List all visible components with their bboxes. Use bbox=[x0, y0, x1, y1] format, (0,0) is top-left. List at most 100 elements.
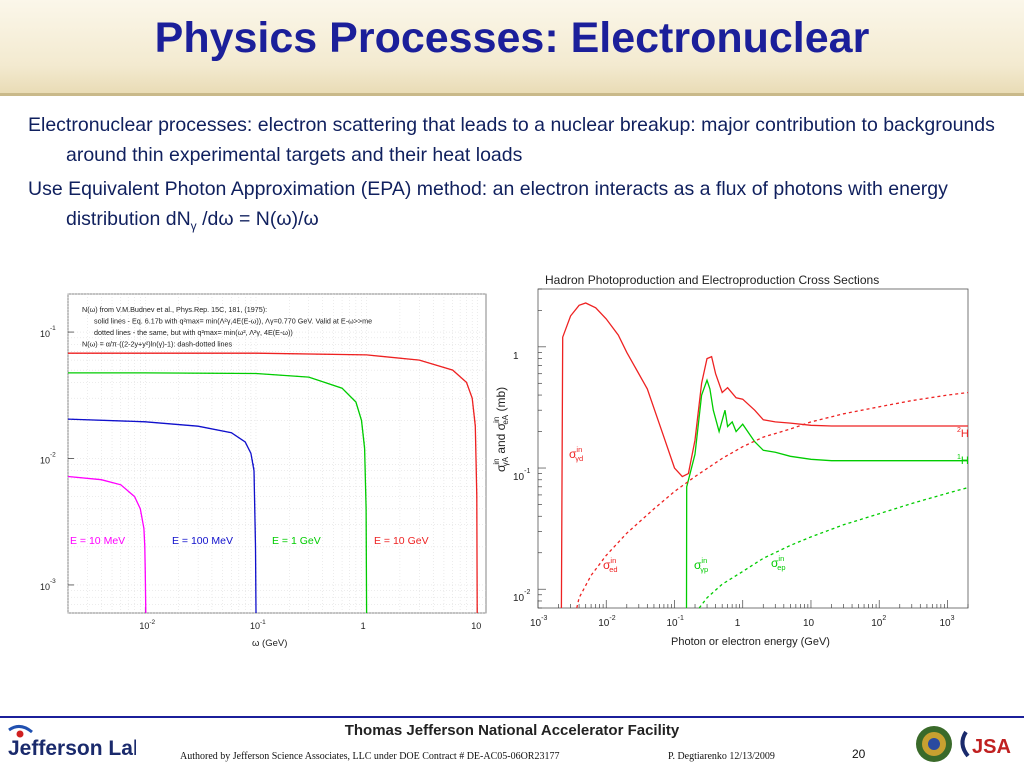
footer-title: Thomas Jefferson National Accelerator Fa… bbox=[344, 722, 680, 739]
y-tick-exp: -2 bbox=[50, 452, 56, 459]
y-tick-exp: -1 bbox=[524, 468, 530, 475]
series-label: E = 10 MeV bbox=[70, 535, 125, 547]
x-tick-base: 10 bbox=[139, 621, 149, 631]
sigma-symbol: σ bbox=[694, 558, 702, 572]
x-tick-label: 10-1 bbox=[666, 615, 683, 629]
footer-divider bbox=[0, 716, 1024, 718]
sigma-sub: γp bbox=[700, 565, 708, 574]
plot-area bbox=[537, 288, 969, 609]
page-number: 20 bbox=[852, 747, 866, 761]
sigma-sub: ed bbox=[609, 565, 617, 574]
annotation-line: N(ω) = α/π·((2-2y+y²)ln(γ)-1): dash-dott… bbox=[82, 340, 233, 349]
series-line bbox=[698, 486, 969, 609]
x-tick-base: 10 bbox=[666, 618, 678, 629]
x-tick-label: 1 bbox=[735, 618, 741, 629]
sigma-sup: in bbox=[701, 556, 707, 565]
annotation-line: solid lines - Eq. 6.17b with q²max= min(… bbox=[94, 317, 372, 326]
logo-dot bbox=[16, 730, 24, 738]
y-tick-exp: -3 bbox=[50, 578, 56, 585]
isotope-symbol: H bbox=[961, 428, 969, 440]
x-tick-base: 1 bbox=[735, 618, 741, 629]
y-axis-label: σinγA and σineA (mb) bbox=[492, 387, 510, 472]
y-tick-label: 1 bbox=[513, 351, 519, 362]
y-tick-label: 10-2 bbox=[513, 589, 530, 604]
x-tick-label: 10-2 bbox=[139, 619, 155, 631]
x-tick-label: 10-1 bbox=[250, 619, 266, 631]
x-axis-label: ω (GeV) bbox=[252, 638, 287, 649]
isotope-symbol: H bbox=[961, 455, 969, 467]
bullet-2: Use Equivalent Photon Approximation (EPA… bbox=[28, 174, 1013, 241]
logo-swoosh bbox=[8, 725, 33, 734]
cross-section-chart: Hadron Photoproduction and Electroproduc… bbox=[492, 273, 969, 648]
y-tick-base: 1 bbox=[513, 351, 519, 362]
logo-text: Jefferson Lab bbox=[8, 737, 136, 760]
y-tick-base: 10 bbox=[513, 472, 525, 483]
y-label-unit: (mb) bbox=[494, 387, 508, 415]
y-tick-label: 10-1 bbox=[40, 325, 56, 339]
x-tick-label: 10-3 bbox=[530, 615, 547, 629]
x-tick-base: 10 bbox=[530, 618, 542, 629]
series-dotted-line bbox=[68, 352, 478, 610]
slide-title: Physics Processes: Electronuclear bbox=[154, 14, 870, 62]
y-tick-exp: -2 bbox=[524, 589, 530, 596]
y-tick-label: 10-1 bbox=[513, 468, 530, 483]
title-bar: Physics Processes: Electronuclear bbox=[0, 0, 1024, 96]
y-label-sub: eA bbox=[501, 414, 510, 424]
sigma-label: σin γd bbox=[569, 445, 583, 463]
x-tick-label: 10 bbox=[803, 618, 815, 629]
bullet-1: Electronuclear processes: electron scatt… bbox=[28, 114, 995, 166]
series-label: E = 100 MeV bbox=[172, 535, 233, 547]
series-dotted-line bbox=[68, 372, 368, 610]
bullet-2-prefix: Use Equivalent Photon Approximation (EPA… bbox=[28, 178, 948, 230]
y-tick-base: 10 bbox=[40, 329, 50, 339]
isotope-label: 2H bbox=[957, 427, 969, 440]
x-tick-exp: -1 bbox=[260, 619, 266, 626]
sigma-sup: in bbox=[778, 554, 784, 563]
x-tick-exp: 3 bbox=[951, 615, 955, 622]
sigma-label: σin ed bbox=[603, 556, 618, 574]
footer-credit: Authored by Jefferson Science Associates… bbox=[180, 751, 560, 762]
sigma-symbol: σ bbox=[569, 447, 577, 461]
series-line bbox=[685, 378, 968, 609]
bullet-2-sub: γ bbox=[190, 218, 197, 233]
chart-title: Hadron Photoproduction and Electroproduc… bbox=[545, 273, 879, 287]
x-tick-exp: 2 bbox=[882, 615, 886, 622]
bullet-list: Electronuclear processes: electron scatt… bbox=[28, 110, 1013, 245]
y-tick-base: 10 bbox=[513, 593, 525, 604]
isotope-label: 1H bbox=[957, 454, 969, 467]
sigma-symbol: σ bbox=[603, 558, 611, 572]
y-tick-base: 10 bbox=[40, 582, 50, 592]
x-tick-label: 103 bbox=[939, 615, 954, 629]
x-tick-base: 10 bbox=[803, 618, 815, 629]
plot-area bbox=[67, 293, 487, 614]
y-tick-label: 10-3 bbox=[40, 578, 56, 592]
y-label-sub: γA bbox=[501, 456, 510, 466]
y-tick-base: 10 bbox=[40, 456, 50, 466]
footer-author: P. Degtiarenko 12/13/2009 bbox=[668, 751, 775, 762]
x-tick-base: 10 bbox=[598, 618, 610, 629]
grid bbox=[537, 288, 969, 609]
y-tick-exp: -1 bbox=[50, 325, 56, 332]
annotation-line: N(ω) from V.M.Budnev et al., Phys.Rep. 1… bbox=[82, 305, 267, 314]
y-tick-label: 10-2 bbox=[40, 452, 56, 466]
annotation-line: dotted lines - the same, but with q²max=… bbox=[94, 328, 293, 337]
y-label-sigma: σ bbox=[494, 422, 508, 430]
x-tick-exp: -1 bbox=[678, 615, 684, 622]
x-tick-label: 1 bbox=[361, 621, 366, 631]
sigma-sub: ep bbox=[777, 563, 785, 572]
isotope-mass: 2 bbox=[957, 427, 961, 434]
jsa-text: JSA bbox=[972, 736, 1011, 758]
x-tick-base: 10 bbox=[939, 618, 951, 629]
x-tick-base: 10 bbox=[250, 621, 260, 631]
x-tick-exp: -2 bbox=[149, 619, 155, 626]
x-tick-label: 10 bbox=[471, 621, 481, 631]
jsa-logo: JSA bbox=[916, 726, 1011, 762]
x-tick-base: 1 bbox=[361, 621, 366, 631]
isotope-mass: 1 bbox=[957, 454, 961, 461]
series-dotted-line bbox=[67, 418, 257, 610]
sigma-sub: γd bbox=[575, 454, 583, 463]
sigma-label: σin γp bbox=[694, 556, 708, 574]
x-tick-base: 10 bbox=[471, 621, 481, 631]
jefferson-lab-logo: Jefferson Lab bbox=[8, 725, 136, 760]
